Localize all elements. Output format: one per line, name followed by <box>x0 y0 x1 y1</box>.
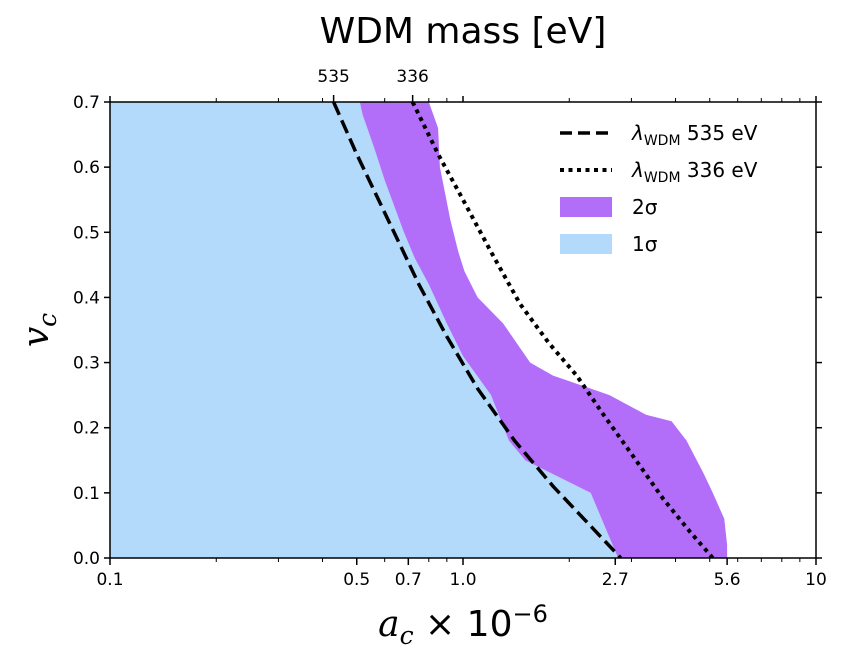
legend-entry: λWDM 535 eV <box>560 121 758 149</box>
legend: λWDM 535 eV λWDM 336 eV 2σ 1σ <box>560 121 758 256</box>
x-tick-label: 0.1 <box>96 570 123 590</box>
y-tick-label: 0.1 <box>73 484 100 504</box>
x-tick-label: 5.6 <box>714 570 741 590</box>
x-tick-label: 0.5 <box>343 570 370 590</box>
line-lambda-336 <box>410 102 715 558</box>
y-axis-ticks: 0.0 0.1 0.2 0.3 0.4 0.5 0.6 0.7 <box>73 93 822 569</box>
legend-label: λWDM 535 eV <box>631 121 758 149</box>
plot-area <box>110 102 728 558</box>
y-tick-label: 0.7 <box>73 93 100 113</box>
legend-swatch <box>560 234 612 254</box>
top-tick-label: 535 <box>317 67 349 87</box>
x-tick-label: 2.7 <box>602 570 629 590</box>
x-tick-label: 1.0 <box>449 570 476 590</box>
top-tick-label: 336 <box>396 67 428 87</box>
x-axis-label: ac × 10−6 <box>378 600 548 650</box>
x-axis-ticks: 0.1 0.5 0.7 1.0 2.7 5.6 10 <box>96 96 827 590</box>
legend-label: 1σ <box>632 232 658 256</box>
region-1sigma <box>110 102 619 558</box>
y-tick-label: 0.2 <box>73 419 100 439</box>
legend-entry: 1σ <box>560 232 658 256</box>
y-tick-label: 0.0 <box>73 549 100 569</box>
legend-swatch <box>560 197 612 217</box>
y-tick-label: 0.5 <box>73 223 100 243</box>
x-tick-label: 0.7 <box>395 570 422 590</box>
y-tick-label: 0.4 <box>73 288 100 308</box>
legend-label: 2σ <box>632 195 658 219</box>
legend-label: λWDM 336 eV <box>631 158 758 186</box>
chart-title: WDM mass [eV] <box>320 11 607 52</box>
line-lambda-535 <box>332 102 623 558</box>
y-tick-label: 0.6 <box>73 158 100 178</box>
legend-entry: 2σ <box>560 195 658 219</box>
top-axis-ticks: 535 336 <box>317 67 429 102</box>
y-axis-label: vc <box>16 313 62 347</box>
legend-entry: λWDM 336 eV <box>560 158 758 186</box>
region-2sigma <box>359 102 728 558</box>
x-tick-label: 10 <box>805 570 827 590</box>
y-tick-label: 0.3 <box>73 354 100 374</box>
